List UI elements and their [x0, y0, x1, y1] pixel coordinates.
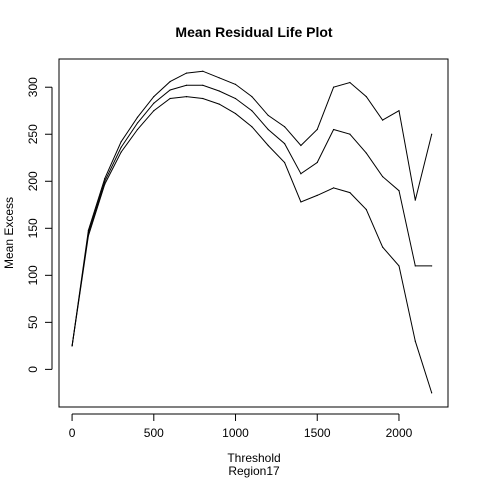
x-axis: 0 500 1000 1500 2000 [69, 413, 413, 440]
data-point [169, 89, 171, 91]
data-point [153, 102, 155, 104]
data-point [169, 80, 171, 83]
data-point [283, 143, 286, 145]
y-tick-label: 150 [26, 218, 40, 238]
data-point [104, 180, 106, 182]
data-point [382, 119, 384, 121]
data-point [71, 345, 73, 347]
data-point [251, 96, 253, 98]
data-point [431, 133, 433, 135]
data-point [104, 177, 106, 180]
y-tick-label: 0 [26, 366, 40, 373]
data-point [104, 183, 106, 185]
data-point [349, 81, 351, 84]
data-point [300, 173, 302, 175]
data-point [316, 194, 318, 196]
y-tick-label: 250 [26, 124, 40, 144]
data-point [283, 126, 286, 128]
data-point [218, 103, 220, 105]
data-point [218, 77, 220, 79]
y-tick-label: 50 [26, 315, 40, 329]
data-point [300, 201, 302, 203]
data-point [414, 340, 416, 342]
data-point [120, 151, 122, 153]
data-point [267, 144, 269, 147]
data-point [185, 84, 188, 86]
data-point [136, 122, 139, 124]
data-point [120, 141, 122, 143]
data-point [234, 97, 237, 100]
x-axis-label: Threshold [227, 451, 280, 465]
data-point [332, 86, 335, 88]
x-tick-label: 500 [144, 426, 164, 440]
data-point [136, 116, 139, 118]
data-point [414, 199, 416, 201]
data-point [153, 110, 155, 112]
data-point [332, 187, 335, 189]
data-point [87, 235, 90, 237]
data-point [398, 190, 400, 192]
data-point [202, 70, 204, 72]
data-point [234, 112, 237, 115]
y-axis: 0 50 100 150 200 250 300 [26, 77, 53, 373]
data-point [202, 97, 204, 100]
data-point [202, 84, 204, 86]
data-point [185, 72, 188, 74]
data-point [332, 128, 335, 131]
mean-excess-line [71, 84, 432, 346]
data-point [316, 161, 318, 164]
data-point [267, 114, 269, 117]
data-point [120, 146, 122, 149]
data-point [365, 96, 367, 98]
lower-confidence-line [71, 96, 433, 394]
data-point [349, 191, 351, 194]
data-point [136, 128, 139, 131]
x-tick-label: 1500 [304, 426, 331, 440]
data-point [283, 161, 286, 164]
data-point [398, 110, 400, 112]
upper-confidence-line [71, 70, 433, 346]
data-point [316, 128, 318, 131]
y-tick-label: 100 [26, 265, 40, 285]
data-point [431, 265, 433, 267]
data-point [251, 126, 253, 128]
data-point [218, 90, 220, 92]
data-point [414, 265, 416, 267]
data-point [382, 246, 384, 248]
chart-title: Mean Residual Life Plot [175, 24, 332, 40]
plot-frame [58, 58, 449, 408]
data-point [234, 83, 237, 85]
data-point [382, 175, 384, 178]
data-point [169, 97, 171, 100]
data-point [153, 96, 155, 98]
x-tick-label: 0 [69, 426, 76, 440]
data-point [267, 128, 269, 131]
data-point [251, 110, 253, 112]
x-axis-sublabel: Region17 [228, 464, 280, 478]
data-point [185, 96, 188, 98]
data-point [365, 208, 367, 211]
y-tick-label: 300 [26, 77, 40, 97]
data-point [349, 133, 351, 135]
y-tick-label: 200 [26, 171, 40, 191]
series-lines [71, 70, 433, 394]
data-point [365, 152, 367, 154]
data-point [398, 265, 400, 267]
data-point [300, 144, 302, 147]
x-tick-label: 2000 [386, 426, 413, 440]
y-axis-label: Mean Excess [2, 197, 16, 269]
data-point [431, 392, 433, 394]
x-tick-label: 1000 [222, 426, 249, 440]
